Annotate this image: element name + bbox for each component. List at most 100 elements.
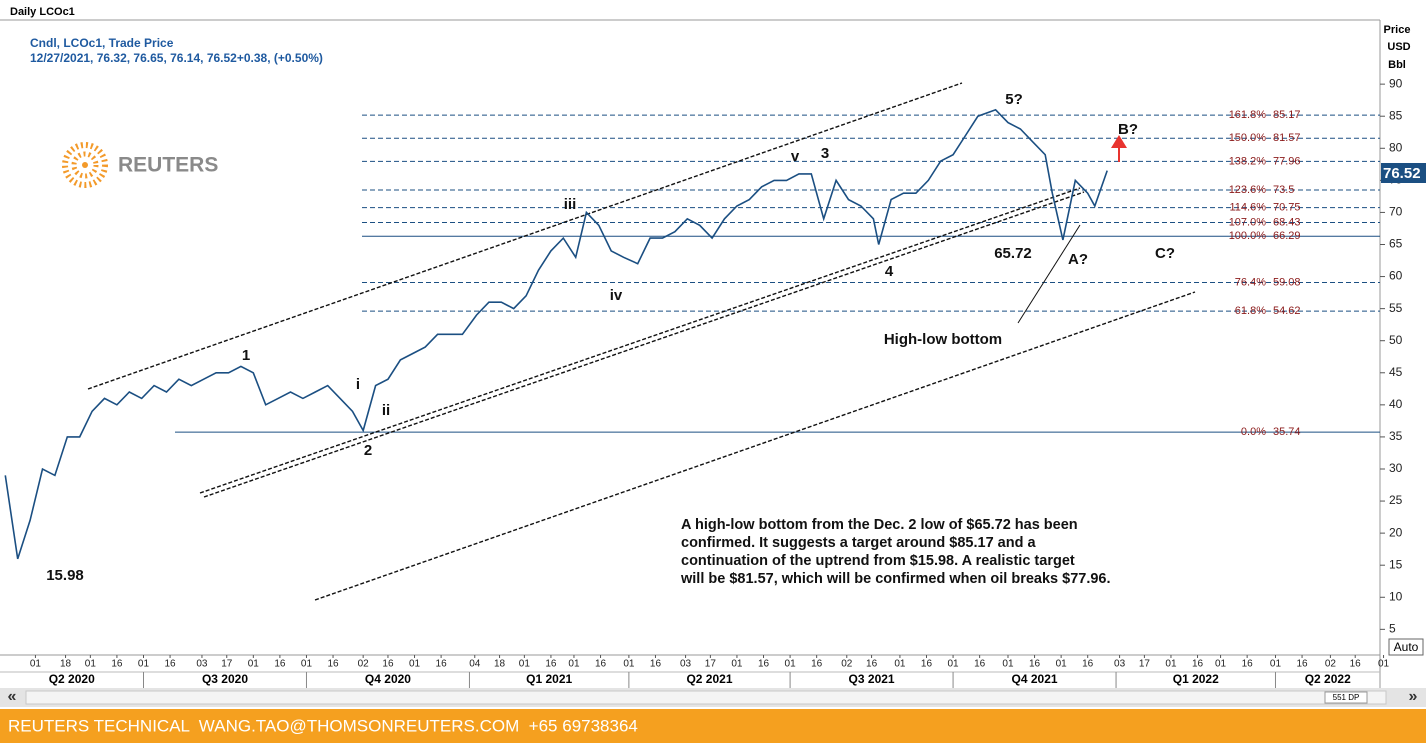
- y-tick-label: 35: [1389, 429, 1403, 443]
- logo-ring: [62, 142, 108, 188]
- x-tick-label: 16: [811, 659, 823, 670]
- fib-value: 70.75: [1273, 202, 1301, 214]
- x-tick-label: 01: [785, 659, 797, 670]
- quarter-label: Q3 2020: [202, 672, 248, 686]
- x-tick-label: 16: [1296, 659, 1308, 670]
- wave-label: v: [791, 148, 800, 165]
- fib-value: 85.17: [1273, 109, 1301, 121]
- footer-text: REUTERS TECHNICAL WANG.TAO@THOMSONREUTER…: [8, 716, 638, 735]
- x-tick-label: 01: [248, 659, 260, 670]
- scroll-count-box: [1324, 691, 1368, 704]
- fib-value: 68.43: [1273, 216, 1301, 228]
- scroll-count: 551 DP: [1333, 693, 1360, 702]
- y-tick-label: 60: [1389, 269, 1403, 283]
- x-tick-label: 17: [705, 659, 717, 670]
- x-tick-label: 16: [974, 659, 986, 670]
- quarter-label: Q4 2021: [1012, 672, 1058, 686]
- x-tick-label: 16: [1029, 659, 1041, 670]
- note-line: continuation of the uptrend from $15.98.…: [681, 553, 1075, 569]
- fib-percent: 138.2%: [1229, 155, 1267, 167]
- scroll-left[interactable]: «: [8, 688, 17, 705]
- fib-percent: 0.0%: [1241, 426, 1266, 438]
- channel-line: [199, 187, 1081, 494]
- last-price: 76.52: [1383, 165, 1421, 182]
- fib-value: 35.74: [1273, 426, 1301, 438]
- scroll-right[interactable]: »: [1409, 688, 1418, 705]
- wave-label: 5?: [1005, 91, 1023, 108]
- fib-value: 66.29: [1273, 230, 1301, 242]
- x-tick-label: 01: [568, 659, 580, 670]
- wave-label: 2: [364, 442, 372, 459]
- x-tick-label: 16: [1350, 659, 1362, 670]
- last-price-box: [1381, 163, 1426, 183]
- fib-percent: 76.4%: [1235, 276, 1266, 288]
- x-tick-label: 16: [1192, 659, 1204, 670]
- legend-line: 12/27/2021, 76.32, 76.65, 76.14, 76.52+0…: [30, 51, 323, 65]
- fib-value: 81.57: [1273, 132, 1301, 144]
- wave-label: 4: [885, 263, 894, 280]
- annotation-pointer: [1017, 224, 1081, 324]
- x-tick-label: 17: [1139, 659, 1151, 670]
- wave-label: iv: [610, 287, 623, 304]
- x-tick-label: 01: [948, 659, 960, 670]
- wave-label: B?: [1118, 121, 1138, 138]
- auto-button[interactable]: [1388, 638, 1424, 656]
- x-tick-label: 01: [85, 659, 97, 670]
- x-tick-label: 01: [1165, 659, 1177, 670]
- y-tick-label: 5: [1389, 622, 1396, 636]
- note-line: A high-low bottom from the Dec. 2 low of…: [681, 517, 1078, 533]
- x-tick-label: 16: [274, 659, 286, 670]
- fib-value: 73.5: [1273, 184, 1294, 196]
- x-tick-label: 03: [1114, 659, 1126, 670]
- x-tick-label: 17: [221, 659, 233, 670]
- y-tick-label: 70: [1389, 205, 1403, 219]
- channel-line: [314, 291, 1196, 601]
- y-tick-label: 45: [1389, 365, 1403, 379]
- y-tick-label: 55: [1389, 301, 1403, 315]
- quarter-label: Q1 2021: [526, 672, 572, 686]
- y-tick-label: 25: [1389, 493, 1403, 507]
- window-title: Daily LCOc1: [10, 6, 75, 18]
- x-tick-label: 16: [1242, 659, 1254, 670]
- y-tick-label: 15: [1389, 557, 1403, 571]
- x-tick-label: 01: [894, 659, 906, 670]
- fib-value: 59.08: [1273, 276, 1301, 288]
- footer-bar: [0, 709, 1426, 743]
- quarter-label: Q2 2020: [49, 672, 95, 686]
- auto-label[interactable]: Auto: [1394, 640, 1419, 654]
- fib-percent: 107.0%: [1229, 216, 1267, 228]
- x-tick-label: 16: [545, 659, 557, 670]
- note-line: will be $81.57, which will be confirmed …: [680, 571, 1111, 587]
- wave-label: ii: [382, 402, 390, 419]
- x-tick-label: 02: [358, 659, 370, 670]
- y-tick-label: 80: [1389, 140, 1403, 154]
- x-tick-label: 02: [1325, 659, 1337, 670]
- reuters-logo: REUTERS: [62, 142, 218, 188]
- x-tick-label: 03: [680, 659, 692, 670]
- legend-line: Cndl, LCOc1, Trade Price: [30, 36, 174, 50]
- low-label: 15.98: [46, 567, 84, 584]
- x-tick-label: 16: [650, 659, 662, 670]
- quarter-label: Q4 2020: [365, 672, 411, 686]
- y-tick-label: 20: [1389, 525, 1403, 539]
- x-tick-label: 01: [30, 659, 42, 670]
- x-tick-label: 02: [841, 659, 853, 670]
- x-tick-label: 16: [758, 659, 770, 670]
- x-tick-label: 16: [382, 659, 394, 670]
- x-tick-label: 16: [111, 659, 123, 670]
- x-tick-label: 04: [469, 659, 481, 670]
- fib-percent: 161.8%: [1229, 109, 1267, 121]
- wave-label: iii: [564, 196, 577, 213]
- fib-value: 54.62: [1273, 305, 1301, 317]
- x-tick-label: 01: [1270, 659, 1282, 670]
- axis-unit: Price: [1384, 24, 1411, 36]
- wave-label: 1: [242, 347, 250, 364]
- price-line: [4, 108, 1108, 560]
- wave-label: C?: [1155, 245, 1175, 262]
- x-tick-label: 01: [519, 659, 531, 670]
- x-tick-label: 16: [595, 659, 607, 670]
- fib-percent: 100.0%: [1229, 230, 1267, 242]
- y-tick-label: 10: [1389, 589, 1403, 603]
- scroll-thumb[interactable]: [25, 690, 1387, 705]
